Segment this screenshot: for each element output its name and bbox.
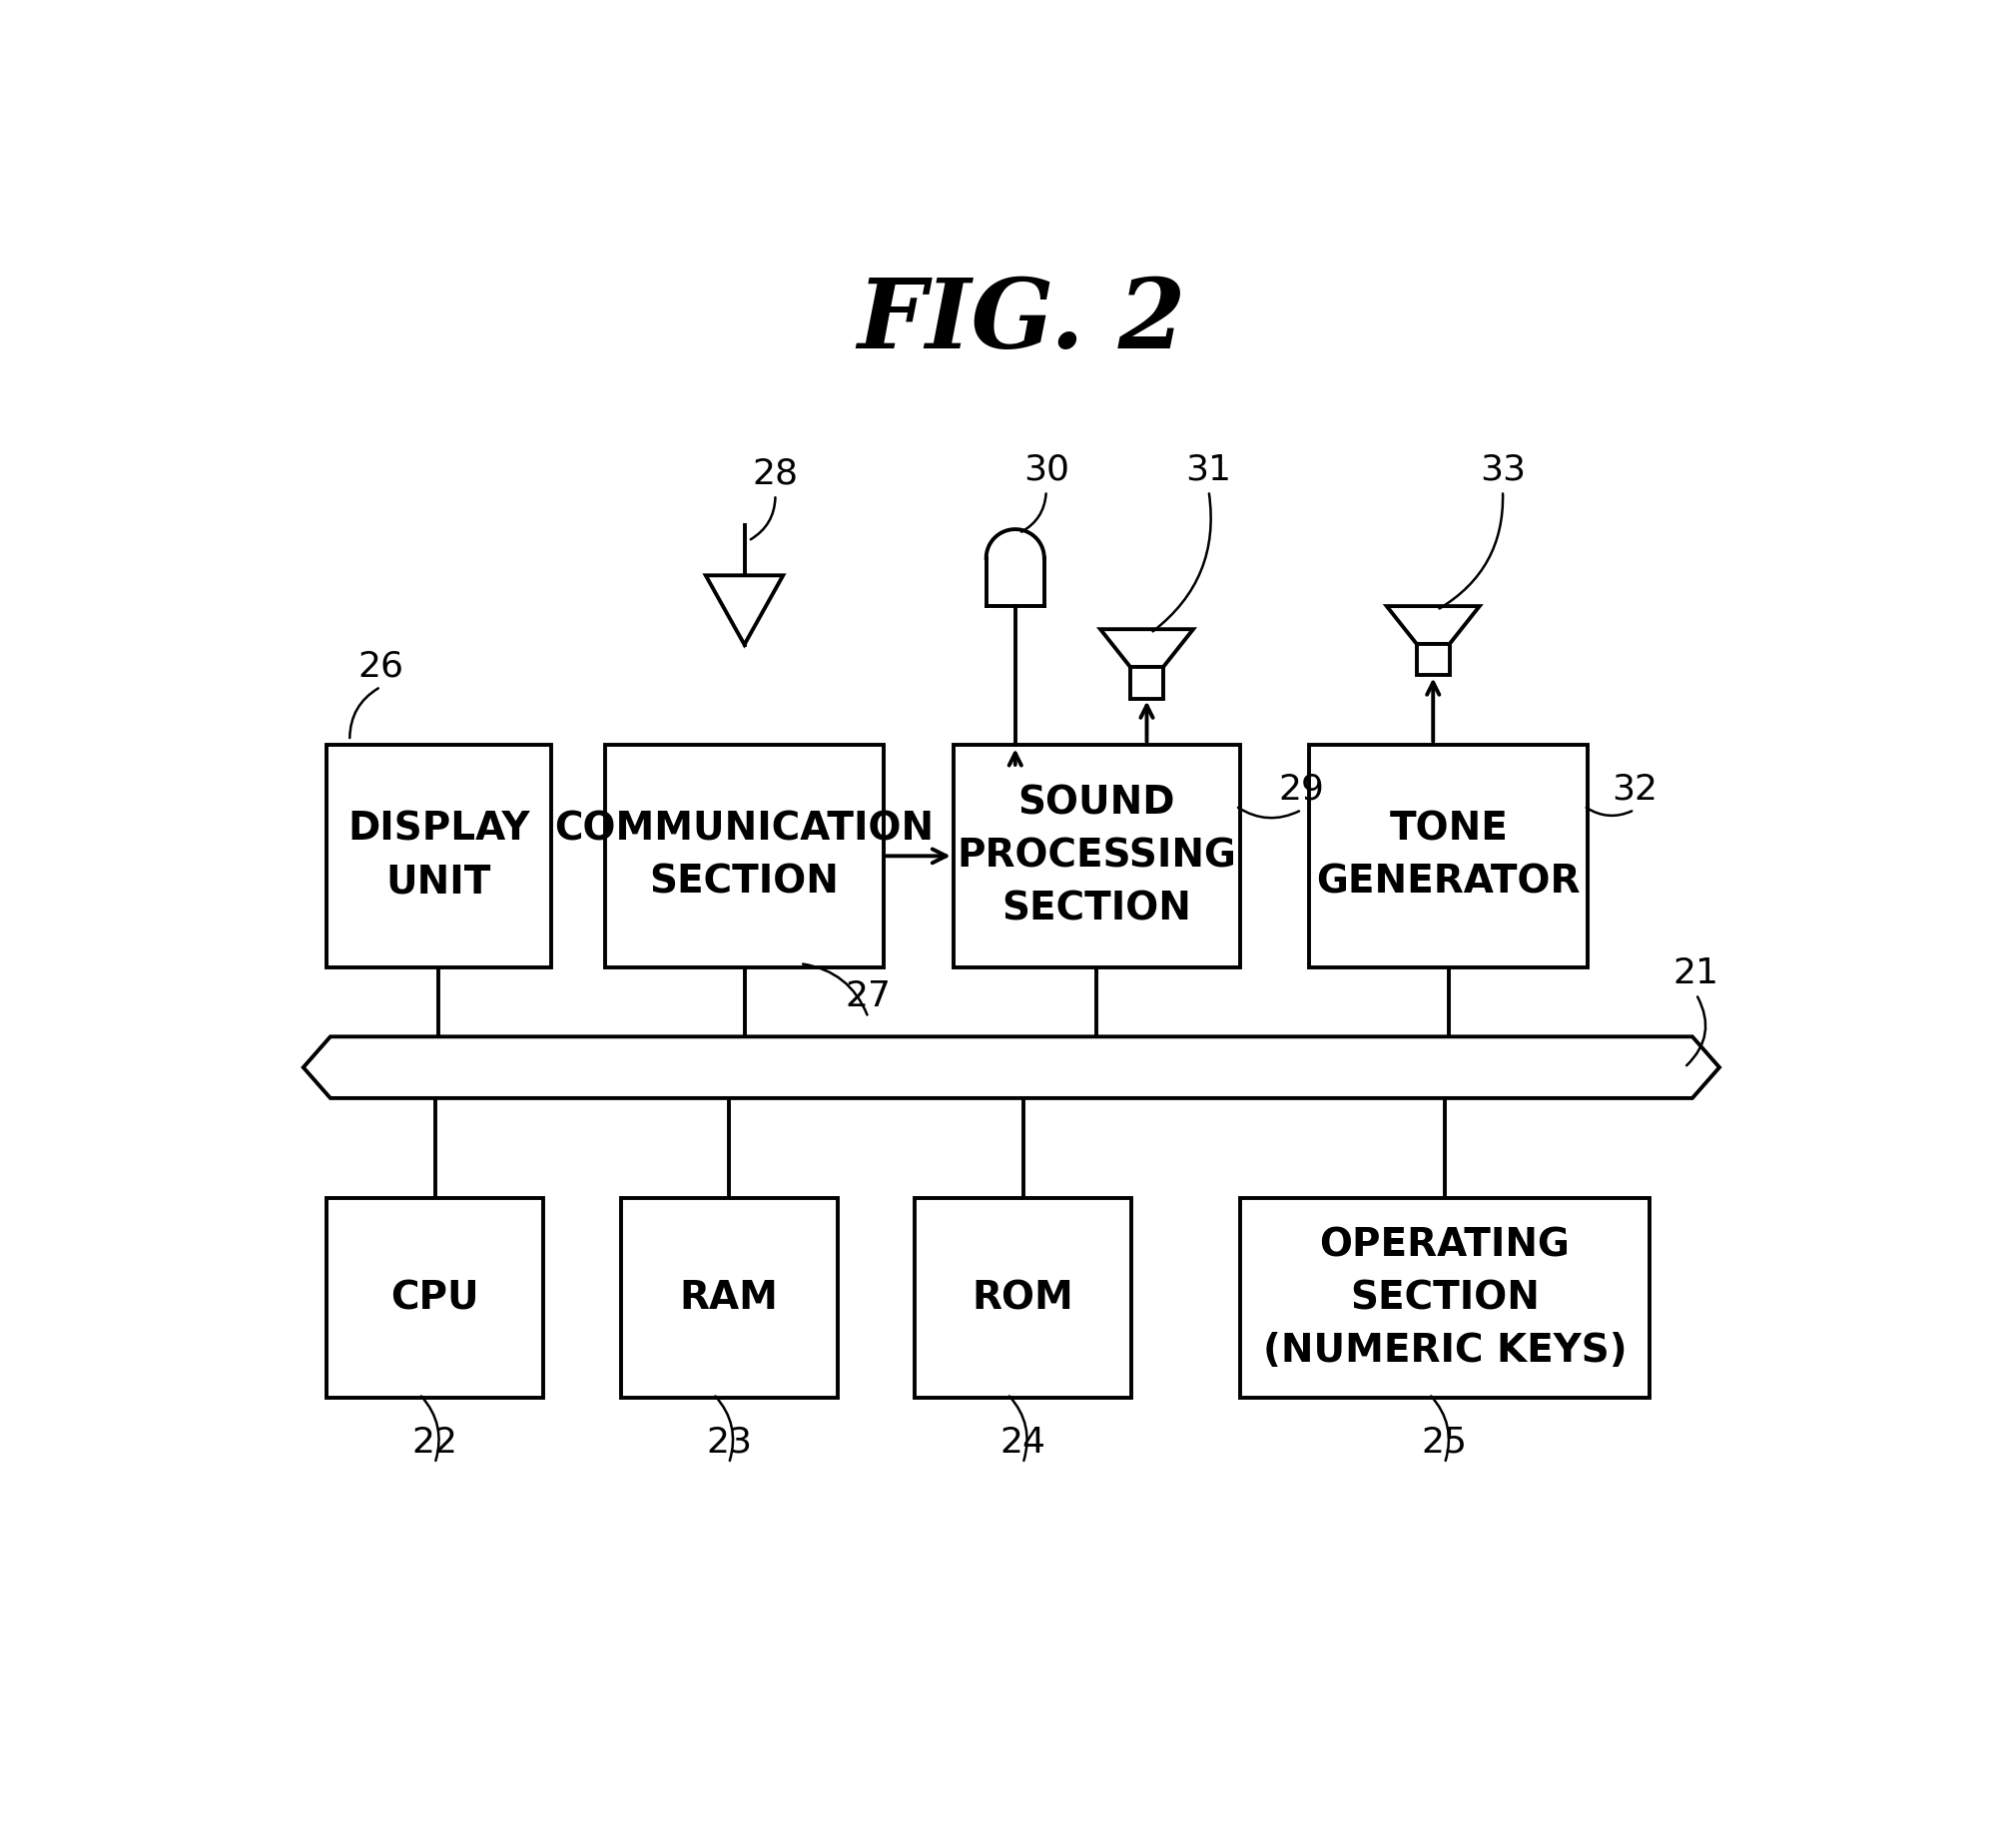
Text: OPERATING
SECTION
(NUMERIC KEYS): OPERATING SECTION (NUMERIC KEYS): [1264, 1225, 1626, 1369]
Text: SOUND
PROCESSING
SECTION: SOUND PROCESSING SECTION: [957, 784, 1236, 928]
Bar: [915, 1198, 1132, 1397]
Text: 22: 22: [413, 1425, 458, 1460]
Bar: [1130, 667, 1164, 699]
Text: CPU: CPU: [391, 1279, 478, 1318]
Bar: [620, 1198, 837, 1397]
Text: 23: 23: [706, 1425, 751, 1460]
Bar: [1417, 645, 1449, 675]
Polygon shape: [1387, 606, 1479, 645]
Text: 24: 24: [1000, 1425, 1046, 1460]
Text: 32: 32: [1610, 772, 1658, 806]
Text: 29: 29: [1280, 772, 1325, 806]
Text: 25: 25: [1421, 1425, 1467, 1460]
Bar: [1309, 745, 1588, 968]
Text: 28: 28: [751, 456, 799, 492]
Polygon shape: [1100, 628, 1194, 667]
Bar: [327, 1198, 544, 1397]
Bar: [953, 745, 1240, 968]
Text: 30: 30: [1022, 453, 1068, 488]
Text: 31: 31: [1186, 453, 1232, 488]
Text: ROM: ROM: [973, 1279, 1074, 1318]
Polygon shape: [303, 1037, 1720, 1098]
Text: 26: 26: [357, 649, 405, 684]
Text: DISPLAY
UNIT: DISPLAY UNIT: [347, 811, 530, 902]
Text: TONE
GENERATOR: TONE GENERATOR: [1317, 811, 1580, 902]
Text: 33: 33: [1479, 453, 1527, 488]
Polygon shape: [706, 575, 783, 645]
Text: 21: 21: [1674, 957, 1720, 991]
Bar: [327, 745, 550, 968]
Bar: [606, 745, 883, 968]
Text: 27: 27: [845, 979, 891, 1013]
Text: RAM: RAM: [680, 1279, 777, 1318]
Text: COMMUNICATION
SECTION: COMMUNICATION SECTION: [554, 811, 935, 902]
Text: FIG. 2: FIG. 2: [857, 275, 1186, 368]
Bar: [1240, 1198, 1650, 1397]
